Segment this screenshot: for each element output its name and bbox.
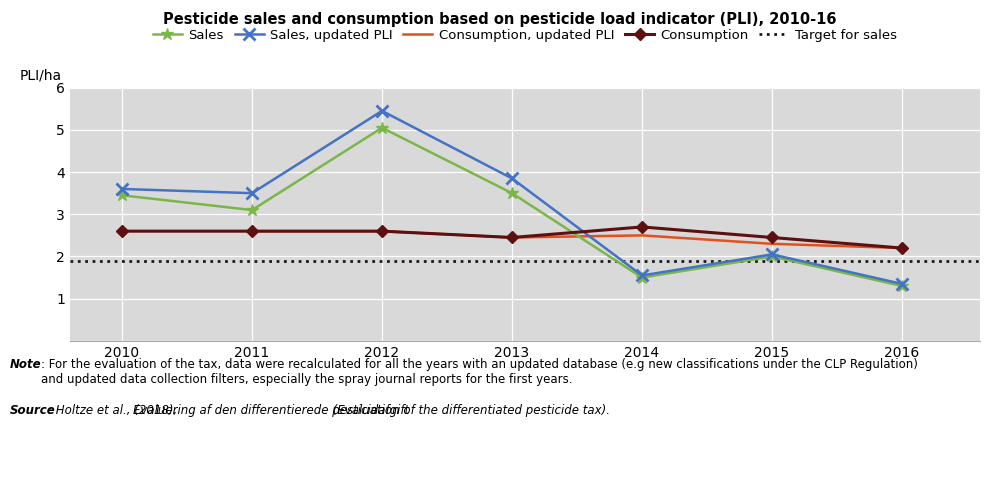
Text: (Evaluation of the differentiated pesticide tax).: (Evaluation of the differentiated pestic… — [329, 404, 610, 417]
Text: Note: Note — [10, 358, 42, 371]
Text: PLI/ha: PLI/ha — [20, 69, 62, 83]
Legend: Sales, Sales, updated PLI, Consumption, updated PLI, Consumption, Target for sal: Sales, Sales, updated PLI, Consumption, … — [148, 23, 902, 47]
Text: : For the evaluation of the tax, data were recalculated for all the years with a: : For the evaluation of the tax, data we… — [41, 358, 918, 386]
Text: Evaluering af den differentierede pesticidafgift: Evaluering af den differentierede pestic… — [133, 404, 409, 417]
Text: Pesticide sales and consumption based on pesticide load indicator (PLI), 2010-16: Pesticide sales and consumption based on… — [163, 12, 837, 27]
Text: Source: Source — [10, 404, 56, 417]
Text: : Holtze et al., (2018),: : Holtze et al., (2018), — [48, 404, 181, 417]
